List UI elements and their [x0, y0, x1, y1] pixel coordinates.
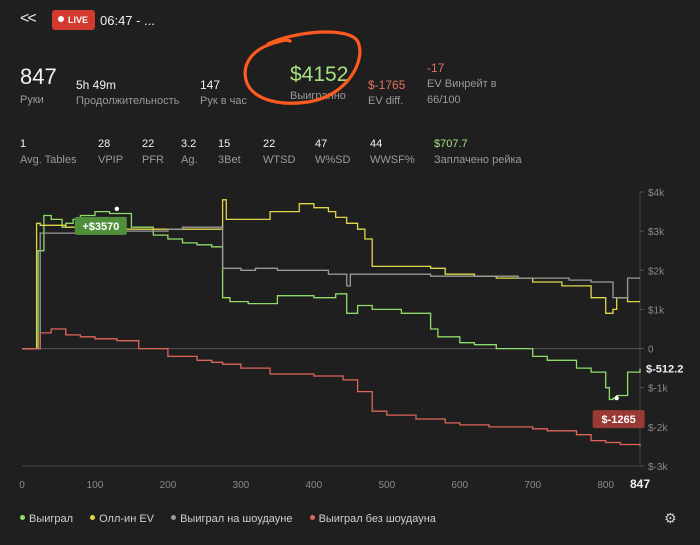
pfr-value: 22 — [142, 138, 155, 150]
x-tick-label: 800 — [597, 480, 614, 491]
y-tick-label: $4k — [648, 188, 665, 199]
hands-per-hour-label: Рук в час — [200, 95, 247, 107]
callout-label: +$3570 — [82, 221, 119, 233]
ev-diff-label: EV diff. — [368, 95, 404, 107]
wwsf-label: WWSF% — [370, 154, 415, 166]
duration-label: Продолжительность — [76, 95, 180, 107]
hands-label: Руки — [20, 94, 44, 106]
callout-label: $-1265 — [602, 414, 636, 426]
ev-winrate-label-line2: 66/100 — [427, 94, 461, 106]
y-axis-ticks: $4k $3k $2k $1k 0 $-1k $-2k $-3k — [640, 188, 668, 473]
series-line-3 — [22, 328, 641, 447]
3bet-value: 15 — [218, 138, 231, 150]
gear-icon[interactable]: ⚙ — [664, 510, 677, 526]
legend-label-won: Выиграл — [29, 513, 74, 525]
legend-item-non-showdown[interactable]: Выиграл без шоудауна — [309, 513, 436, 525]
legend-label-non-showdown: Выиграл без шоудауна — [318, 513, 436, 525]
x-tick-label: 500 — [378, 480, 395, 491]
legend-item-showdown[interactable]: Выиграл на шоудауне — [171, 513, 293, 525]
legend-dot-icon — [171, 515, 177, 520]
session-title: 06:47 - ... — [100, 13, 155, 28]
3bet-label: 3Bet — [218, 154, 241, 166]
x-tick-label: 700 — [524, 480, 541, 491]
x-tick-label: 300 — [233, 480, 250, 491]
legend-dot-icon — [90, 515, 96, 520]
highlight-circle-annotation — [243, 30, 362, 105]
vpip-value: 28 — [98, 138, 111, 150]
x-tick-label: 200 — [160, 480, 177, 491]
hands-value: 847 — [20, 64, 57, 89]
legend-item-won[interactable]: Выиграл — [20, 513, 73, 525]
ev-diff-value: $-1765 — [368, 78, 406, 92]
live-label: LIVE — [68, 15, 89, 25]
ag-value: 3.2 — [181, 138, 197, 150]
rake-value: $707.7 — [434, 138, 468, 150]
ag-label: Ag. — [181, 154, 198, 166]
y-tick-label: $-3k — [648, 462, 668, 473]
x-tick-label: 100 — [87, 480, 104, 491]
callout-point — [614, 395, 619, 401]
y-tick-label: $-1k — [648, 384, 668, 395]
x-tick-label: 0 — [19, 480, 25, 491]
ev-winrate-label-line1: EV Винрейт в — [427, 78, 497, 90]
chart-callouts: +$3570 $-1265 $-512.2 — [74, 206, 683, 429]
end-value-label: $-512.2 — [646, 364, 683, 376]
x-tick-label: 400 — [306, 480, 323, 491]
legend-dot-icon — [20, 515, 25, 520]
wwsf-value: 44 — [370, 138, 383, 150]
legend-item-allin-ev[interactable]: Олл-ин EV — [90, 513, 154, 525]
series-line-0 — [22, 210, 641, 401]
hands-per-hour-value: 147 — [200, 78, 221, 92]
live-badge: LIVE — [52, 10, 96, 30]
series-line-2 — [22, 226, 640, 350]
y-tick-label: $-2k — [648, 423, 668, 434]
wsd-label: W%SD — [315, 154, 351, 166]
callout-box — [74, 216, 127, 235]
x-tick-label: 600 — [451, 480, 468, 491]
x-tick-label: 847 — [630, 477, 650, 491]
wtsd-label: WTSD — [263, 154, 296, 166]
avg-tables-value: 1 — [20, 138, 27, 150]
legend-dot-icon — [309, 515, 315, 520]
duration-value: 5h 49m — [76, 78, 117, 92]
chart-series — [22, 199, 641, 447]
ev-winrate-value: -17 — [427, 61, 445, 75]
chart-legend: Выиграл Олл-ин EV Выиграл на шоудауне Вы… — [20, 513, 450, 525]
avg-tables-label: Avg. Tables — [20, 154, 77, 166]
y-tick-label: $2k — [648, 266, 665, 277]
x-axis-ticks: 0 100 200 300 400 500 600 700 800 847 — [19, 477, 650, 491]
legend-label-allin-ev: Олл-ин EV — [99, 513, 155, 525]
y-tick-label: $1k — [648, 305, 665, 316]
legend-label-showdown: Выиграл на шоудауне — [180, 513, 293, 525]
wtsd-value: 22 — [263, 138, 276, 150]
wsd-value: 47 — [315, 138, 328, 150]
won-value: $4152 — [290, 63, 349, 86]
callout-point — [114, 206, 120, 212]
y-tick-label: $3k — [648, 227, 665, 238]
live-dot-icon — [58, 16, 64, 22]
callout-box — [592, 410, 645, 429]
back-icon[interactable]: << — [20, 10, 37, 27]
y-tick-label: 0 — [648, 345, 654, 356]
bankroll-chart[interactable]: $4k $3k $2k $1k 0 $-1k $-2k $-3k 0 100 200 300 400 5… — [0, 180, 700, 500]
top-bar: << LIVE 06:47 - ... — [0, 0, 700, 40]
pfr-label: PFR — [142, 154, 164, 166]
rake-label: Заплачено рейка — [434, 154, 522, 166]
vpip-label: VPIP — [98, 154, 124, 166]
